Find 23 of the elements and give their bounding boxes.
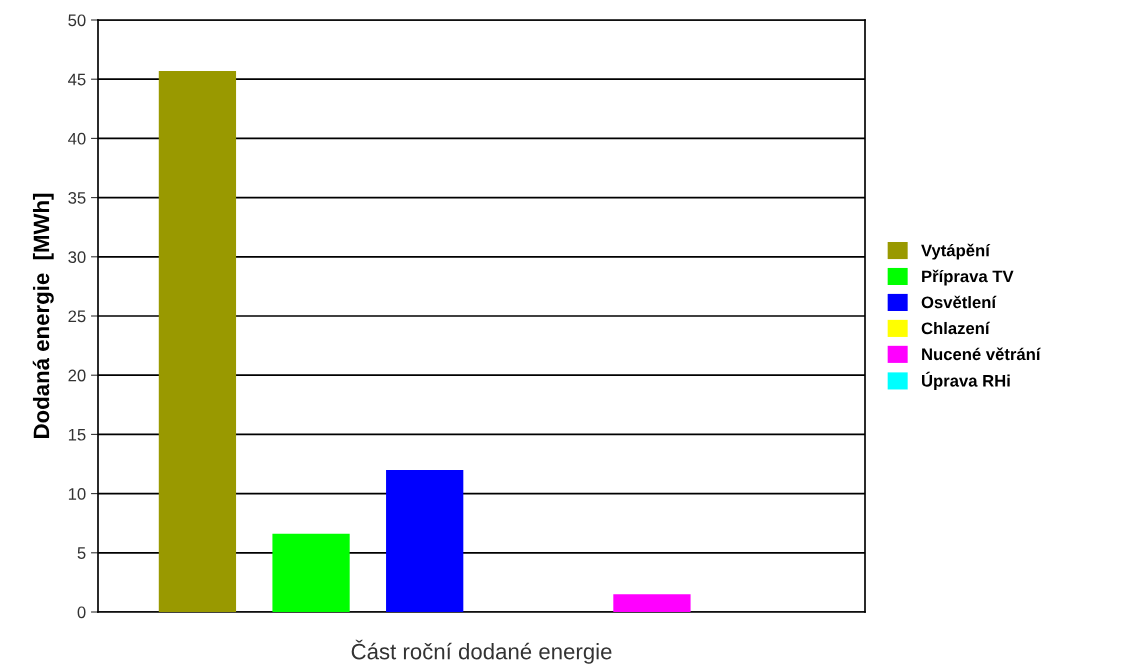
legend-label: Osvětlení	[921, 295, 997, 309]
legend-label: Chlazení	[921, 321, 990, 335]
legend-label: Nucené větrání	[922, 347, 1041, 361]
y-tick-label: 50	[68, 14, 86, 27]
x-axis-title: Část roční dodané energie	[351, 639, 612, 664]
y-tick-label: 30	[68, 251, 86, 263]
y-tick-label: 20	[68, 369, 86, 382]
legend-label: Vytápění	[921, 243, 991, 260]
bar	[613, 594, 691, 612]
bar	[158, 70, 237, 612]
y-tick-label: 5	[77, 547, 86, 559]
bar	[272, 533, 350, 612]
y-tick-label: 0	[77, 606, 86, 619]
y-tick-label: 40	[68, 132, 86, 145]
y-tick-label: 35	[68, 192, 86, 204]
y-tick-label: 10	[68, 488, 86, 500]
legend-label: Úprava RHi	[922, 371, 1010, 391]
y-tick-label: 45	[68, 73, 86, 86]
legend-label: Příprava TV	[922, 269, 1014, 286]
y-tick-label: 25	[68, 310, 86, 323]
y-tick-label: 15	[68, 428, 86, 441]
y-axis-title: Dodaná energie [MWh]	[32, 193, 54, 438]
bar	[386, 469, 464, 612]
